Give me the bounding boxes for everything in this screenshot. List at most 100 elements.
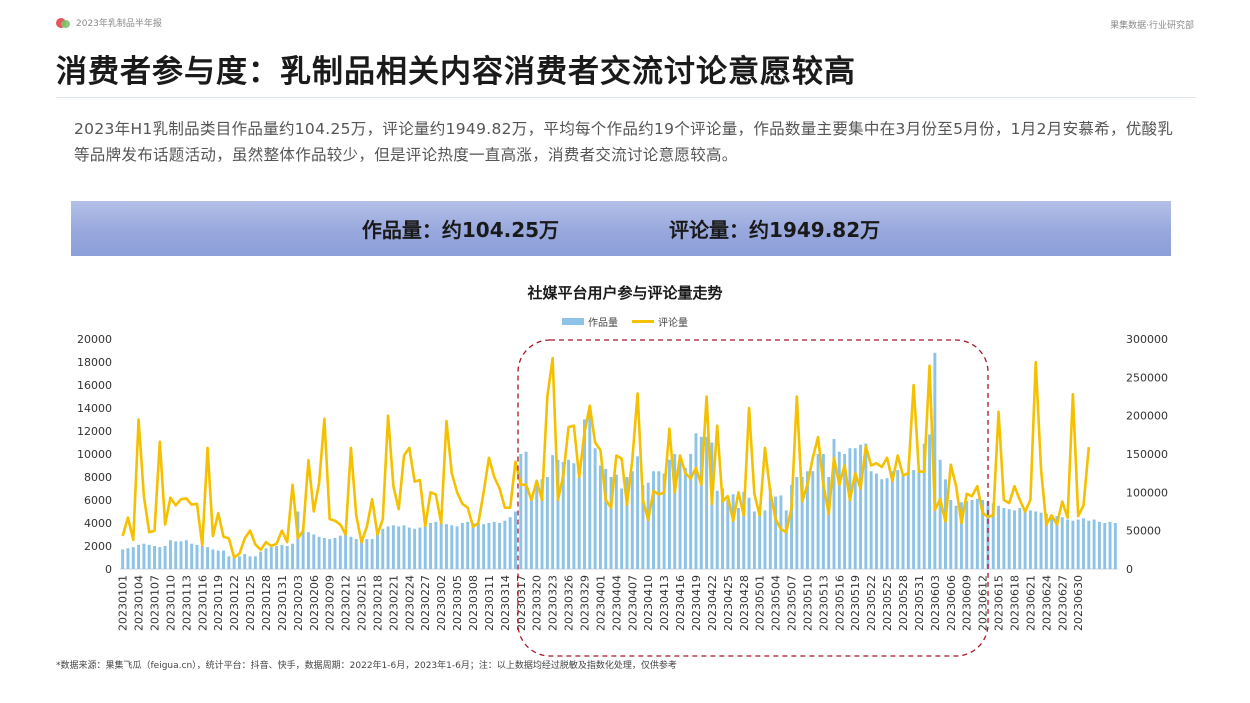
works-bar [1034,511,1038,569]
highlight-region [517,339,989,657]
works-bar [418,527,422,569]
x-tick-label: 20230603 [929,575,942,631]
x-tick-label: 20230308 [467,575,480,631]
works-bar [285,546,289,569]
works-bar [965,501,969,569]
works-bar [646,482,650,569]
works-bar [577,477,581,569]
works-bar [774,496,778,569]
y-right-tick-label: 300000 [1126,333,1168,346]
works-bar [168,540,172,569]
works-bar [811,471,815,569]
works-bar [381,528,385,569]
works-bar [588,410,592,569]
works-bar [498,523,502,569]
works-bar [917,468,921,569]
y-right-tick-label: 150000 [1126,448,1168,461]
x-tick-label: 20230624 [1040,575,1053,631]
works-bar [540,479,544,569]
works-bar [561,462,565,569]
works-bar [211,549,215,569]
works-bar [227,556,231,569]
x-tick-label: 20230419 [690,575,703,631]
works-bar [269,547,273,569]
x-tick-label: 20230107 [149,575,162,631]
x-tick-label: 20230618 [1008,575,1021,631]
works-bar [524,451,528,569]
works-bar [1066,519,1070,569]
x-tick-label: 20230131 [276,575,289,631]
works-bar [354,539,358,569]
x-tick-label: 20230311 [483,575,496,631]
works-bar [306,532,310,569]
works-bar [232,557,236,569]
works-bar [291,543,294,569]
works-bar [200,546,204,569]
works-bar [938,459,942,569]
works-bar [620,488,624,569]
works-bar [614,474,618,569]
works-bar [402,525,406,569]
works-bar [1044,513,1048,569]
x-tick-label: 20230510 [801,575,814,631]
x-tick-label: 20230215 [356,575,369,631]
y-left-tick-label: 20000 [77,333,112,346]
works-bar [397,526,401,569]
works-bar [126,548,130,569]
summary-text: 2023年H1乳制品类目作品量约104.25万，评论量约1949.82万，平均每… [74,120,1174,164]
works-bar [848,448,852,569]
works-bar [821,454,825,569]
works-bar [567,459,571,569]
works-bar [869,471,873,569]
works-bar [514,511,517,569]
x-tick-label: 20230410 [642,575,655,631]
works-bar [179,541,183,569]
works-bar [407,527,411,569]
works-bar [705,436,709,569]
works-bar [790,485,793,569]
y-left-tick-label: 2000 [84,540,112,553]
x-tick-label: 20230630 [1072,575,1085,631]
works-bar [1071,520,1075,569]
works-bar [503,520,507,569]
works-bar [970,500,974,569]
chart-legend: 作品量 评论量 [0,314,1250,329]
works-bar [333,537,337,569]
x-tick-label: 20230519 [849,575,862,631]
works-bar [981,500,985,569]
works-bar [843,454,847,569]
y-right-tick-label: 100000 [1126,486,1168,499]
x-tick-label: 20230116 [196,575,209,631]
kpi-banner: 作品量：约104.25万 评论量：约1949.82万 [71,201,1171,256]
works-bar [216,550,220,569]
works-bar [630,471,634,569]
x-tick-label: 20230404 [610,575,623,631]
works-bar [1028,510,1032,569]
works-bar [800,477,804,569]
works-bar [816,454,820,569]
works-bar [933,352,937,569]
legend-item-works: 作品量 [562,314,618,329]
works-bar [434,521,438,569]
comments-kpi: 评论量：约1949.82万 [669,218,881,242]
works-bar [641,485,645,569]
works-bar [827,477,831,569]
x-tick-label: 20230516 [833,575,846,631]
works-bar [1039,512,1043,569]
works-bar [699,436,703,569]
works-bar [519,454,523,569]
works-bar [763,510,767,569]
x-tick-label: 20230122 [228,575,241,631]
works-bar [997,505,1001,569]
x-tick-label: 20230320 [531,575,544,631]
works-bar [450,525,454,569]
x-tick-label: 20230218 [371,575,384,631]
works-bar [572,463,576,569]
works-bar [365,539,369,569]
works-bar [875,473,878,569]
x-tick-label: 20230422 [706,575,719,631]
x-tick-label: 20230323 [547,575,560,631]
works-bar [545,477,549,569]
y-left-tick-label: 4000 [84,517,112,530]
